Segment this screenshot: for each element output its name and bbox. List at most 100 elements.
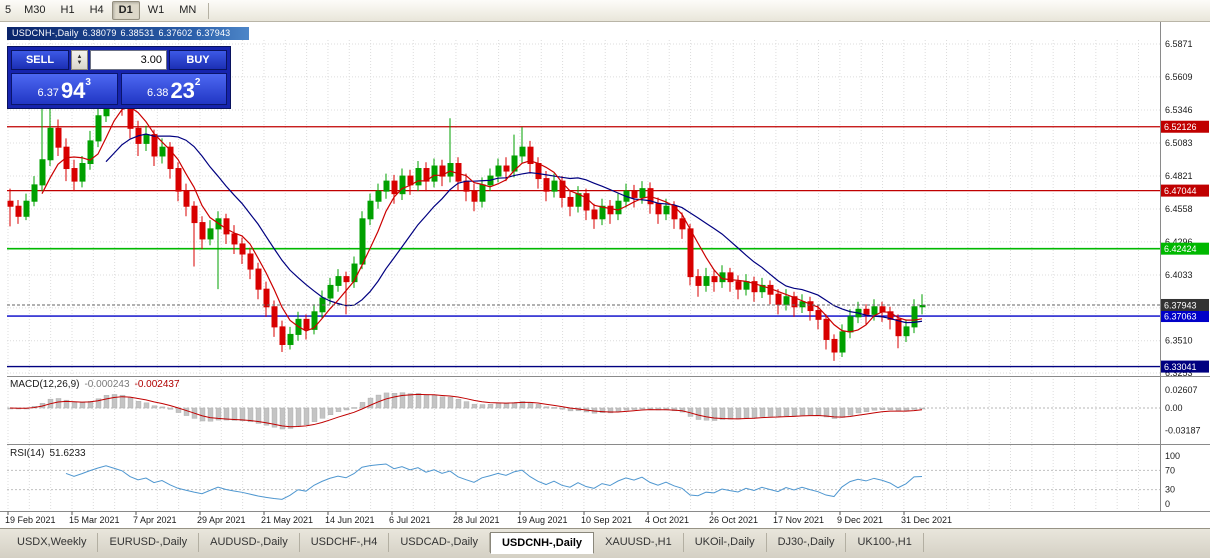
svg-text:6.5871: 6.5871 xyxy=(1165,39,1193,49)
price-axis: 6.5871 6.5609 6.5346 6.5083 6.4821 6.4558 6.42… xyxy=(1165,39,1201,509)
svg-text:7 Apr 2021: 7 Apr 2021 xyxy=(133,515,177,525)
svg-text:6.5083: 6.5083 xyxy=(1165,138,1193,148)
svg-text:4 Oct 2021: 4 Oct 2021 xyxy=(645,515,689,525)
svg-text:100: 100 xyxy=(1165,451,1180,461)
buy-button[interactable]: BUY xyxy=(169,50,227,70)
svg-text:6.37943: 6.37943 xyxy=(1164,300,1197,310)
svg-text:-0.03187: -0.03187 xyxy=(1165,425,1201,435)
tab-xauusd-h1[interactable]: XAUUSD-,H1 xyxy=(594,533,684,552)
price-tags: 6.52126 6.47044 6.42424 6.37063 6.33041 6.379… xyxy=(1161,120,1209,373)
svg-text:6.4033: 6.4033 xyxy=(1165,270,1193,280)
timeframe-button-h1[interactable]: H1 xyxy=(60,4,75,16)
svg-text:29 Apr 2021: 29 Apr 2021 xyxy=(197,515,246,525)
price-tag-6.42424 xyxy=(1161,242,1209,255)
date-axis: 19 Feb 2021 15 Mar 2021 7 Apr 2021 29 Apr 2… xyxy=(5,511,952,525)
macd-indicator-label: MACD(12,26,9) -0.000243 -0.002437 xyxy=(10,379,180,390)
svg-text:31 Dec 2021: 31 Dec 2021 xyxy=(901,515,952,525)
stepper-up-icon[interactable]: ▲ xyxy=(76,54,83,60)
chart-symbol-label: USDCNH-,Daily xyxy=(12,28,79,38)
svg-text:6.3253: 6.3253 xyxy=(1165,368,1193,378)
chart-title-bar: USDCNH-,Daily 6.38079 6.38531 6.37602 6.3794… xyxy=(7,27,249,40)
buy-price-point: 2 xyxy=(194,77,201,88)
buy-price-pips: 23 xyxy=(170,78,195,103)
ohlc-high: 6.38531 xyxy=(120,28,155,38)
svg-text:30: 30 xyxy=(1165,485,1175,495)
tab-dj30-daily[interactable]: DJ30-,Daily xyxy=(767,533,847,552)
level-lines-layer xyxy=(7,126,1160,368)
svg-text:0.02607: 0.02607 xyxy=(1165,385,1198,395)
tab-ukoil-daily[interactable]: UKOil-,Daily xyxy=(684,533,767,552)
svg-text:0: 0 xyxy=(1165,499,1170,509)
rsi-indicator-label: RSI(14) 51.6233 xyxy=(10,448,86,459)
svg-text:14 Jun 2021: 14 Jun 2021 xyxy=(325,515,375,525)
svg-text:17 Nov 2021: 17 Nov 2021 xyxy=(773,515,824,525)
price-tag-6.33041 xyxy=(1161,360,1209,373)
stepper-down-icon[interactable]: ▼ xyxy=(76,60,83,66)
moving-averages-layer xyxy=(41,106,923,333)
toolbar-separator xyxy=(208,2,210,19)
svg-text:6.37063: 6.37063 xyxy=(1164,312,1197,322)
separators-layer xyxy=(0,22,1210,512)
macd-value-signal: -0.002437 xyxy=(134,379,180,390)
svg-text:6 Jul 2021: 6 Jul 2021 xyxy=(389,515,431,525)
svg-text:15 Mar 2021: 15 Mar 2021 xyxy=(69,515,120,525)
macd-layer xyxy=(7,392,926,430)
svg-text:6.5609: 6.5609 xyxy=(1165,72,1193,82)
tab-uk100-h1[interactable]: UK100-,H1 xyxy=(846,533,924,552)
tab-eurusd-daily[interactable]: EURUSD-,Daily xyxy=(98,533,200,552)
sell-price-pips: 94 xyxy=(60,78,86,103)
rsi-value: 51.6233 xyxy=(49,448,86,459)
svg-text:26 Oct 2021: 26 Oct 2021 xyxy=(709,515,758,525)
rsi-layer xyxy=(65,463,923,500)
timeframe-button-m30[interactable]: M30 xyxy=(24,4,46,16)
timeframe-button-m5[interactable]: 5 xyxy=(5,4,12,16)
svg-text:6.4821: 6.4821 xyxy=(1165,171,1193,181)
candles-layer xyxy=(7,62,926,361)
svg-text:10 Sep 2021: 10 Sep 2021 xyxy=(581,515,632,525)
ohlc-close: 6.37943 xyxy=(196,28,231,38)
price-tag-6.52126 xyxy=(1161,120,1209,133)
symbol-tab-bar: USDX,Weekly EURUSD-,Daily AUDUSD-,Daily … xyxy=(0,528,1210,558)
timeframe-button-d1[interactable]: D1 xyxy=(111,1,140,20)
svg-text:6.42424: 6.42424 xyxy=(1164,244,1197,254)
tab-usdcad-daily[interactable]: USDCAD-,Daily xyxy=(389,533,490,552)
rsi-name: RSI(14) xyxy=(10,448,45,459)
volume-input[interactable] xyxy=(90,50,167,70)
svg-text:6.3510: 6.3510 xyxy=(1165,336,1193,346)
svg-text:21 May 2021: 21 May 2021 xyxy=(261,515,313,525)
timeframe-button-mn[interactable]: MN xyxy=(179,4,197,16)
sell-price-point: 3 xyxy=(85,77,91,88)
macd-name: MACD(12,26,9) xyxy=(10,379,80,390)
volume-stepper[interactable]: ▲ ▼ xyxy=(71,50,88,70)
svg-text:6.5346: 6.5346 xyxy=(1165,105,1193,115)
buy-price-box[interactable]: 6.38 23 2 xyxy=(120,73,227,105)
sell-button[interactable]: SELL xyxy=(11,50,69,70)
timeframe-button-h4[interactable]: H4 xyxy=(89,4,104,16)
svg-text:6.52126: 6.52126 xyxy=(1164,122,1197,132)
tab-usdchf-h4[interactable]: USDCHF-,H4 xyxy=(300,533,390,552)
svg-text:19 Aug 2021: 19 Aug 2021 xyxy=(517,515,568,525)
price-tag-6.37943 xyxy=(1161,298,1209,311)
timeframe-toolbar: 5 M30 H1 H4 D1 W1 MN xyxy=(0,0,1210,22)
svg-text:9 Dec 2021: 9 Dec 2021 xyxy=(837,515,883,525)
grid-layer xyxy=(7,40,1160,510)
tab-usdx-weekly[interactable]: USDX,Weekly xyxy=(6,533,99,552)
sell-price-handle: 6.37 xyxy=(37,87,59,99)
sell-price-box[interactable]: 6.37 94 3 xyxy=(11,73,118,105)
one-click-trading-panel: SELL ▲ ▼ BUY 6.37 94 3 6.38 23 2 xyxy=(7,46,231,109)
tab-audusd-daily[interactable]: AUDUSD-,Daily xyxy=(199,533,300,552)
svg-text:19 Feb 2021: 19 Feb 2021 xyxy=(5,515,56,525)
timeframe-button-w1[interactable]: W1 xyxy=(147,4,165,16)
svg-text:6.33041: 6.33041 xyxy=(1164,362,1197,372)
ohlc-low: 6.37602 xyxy=(158,28,193,38)
buy-price-handle: 6.38 xyxy=(147,87,169,99)
svg-text:0.00: 0.00 xyxy=(1165,403,1183,413)
ohlc-open: 6.38079 xyxy=(82,28,117,38)
macd-value-main: -0.000243 xyxy=(84,379,130,390)
svg-text:28 Jul 2021: 28 Jul 2021 xyxy=(453,515,500,525)
price-tag-6.47044 xyxy=(1161,184,1209,197)
price-tag-6.37063 xyxy=(1161,310,1209,323)
tab-usdcnh-daily[interactable]: USDCNH-,Daily xyxy=(489,532,595,554)
svg-text:6.4558: 6.4558 xyxy=(1165,204,1193,214)
